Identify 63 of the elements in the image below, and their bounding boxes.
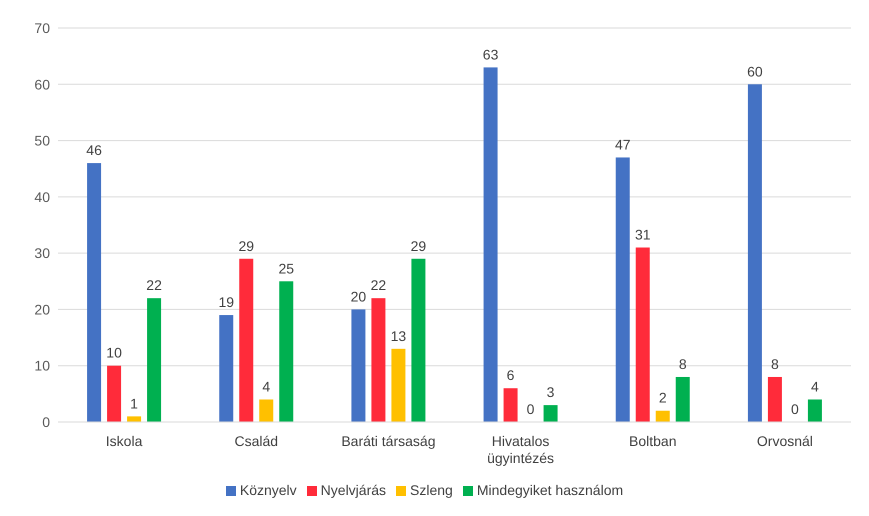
x-tick-label: Baráti társaság xyxy=(341,433,436,449)
data-label: 22 xyxy=(370,277,386,294)
data-label: 13 xyxy=(390,328,406,344)
bar xyxy=(219,315,234,422)
bar xyxy=(279,281,294,422)
bar xyxy=(484,67,498,422)
bar xyxy=(259,399,274,422)
data-label: 31 xyxy=(634,226,651,243)
bar xyxy=(87,163,102,422)
data-label: 46 xyxy=(86,142,102,158)
data-label: 47 xyxy=(614,136,631,152)
legend-label: Köznyelv xyxy=(240,482,297,498)
data-label: 19 xyxy=(218,294,234,310)
data-label: 6 xyxy=(506,367,515,384)
data-label: 3 xyxy=(546,384,555,400)
data-label: 1 xyxy=(130,395,138,412)
x-tick-label: Boltban xyxy=(629,433,676,449)
data-label: 20 xyxy=(350,288,366,304)
bar xyxy=(676,376,690,422)
data-label: 0 xyxy=(791,401,800,417)
x-tick-label: Iskola xyxy=(106,433,143,449)
data-label: 25 xyxy=(278,260,294,276)
y-tick-label: 30 xyxy=(34,245,50,262)
data-label: 10 xyxy=(106,344,122,361)
x-tick-label: Család xyxy=(234,433,278,449)
data-label: 8 xyxy=(678,356,687,372)
legend-label: Mindegyiket használom xyxy=(476,482,624,498)
y-tick-label: 60 xyxy=(34,76,50,92)
bar xyxy=(147,298,162,422)
bar xyxy=(808,399,822,422)
bar xyxy=(768,376,782,422)
y-tick-label: 10 xyxy=(34,358,50,374)
bar xyxy=(391,348,406,422)
data-label: 4 xyxy=(262,378,270,394)
bar xyxy=(544,405,558,422)
data-label: 22 xyxy=(146,277,162,294)
data-label: 0 xyxy=(526,401,535,417)
data-label: 2 xyxy=(658,390,667,406)
data-label: 4 xyxy=(811,378,820,394)
bar xyxy=(636,248,650,422)
data-label: 8 xyxy=(771,356,780,372)
bar xyxy=(616,157,630,422)
x-tick-label: Orvosnál xyxy=(756,433,813,449)
y-tick-label: 50 xyxy=(34,132,50,149)
bar xyxy=(371,298,386,422)
bar xyxy=(411,258,426,422)
y-tick-label: 20 xyxy=(34,301,50,318)
data-label: 29 xyxy=(410,238,426,254)
bar xyxy=(107,366,122,422)
bar xyxy=(656,410,670,422)
data-label: 60 xyxy=(747,63,763,80)
x-tick-label: Hivatalos ügyintézés xyxy=(487,433,554,466)
legend-label: Szleng xyxy=(410,482,453,498)
bar xyxy=(504,388,518,422)
legend-label: Nyelvjárás xyxy=(320,482,386,498)
y-tick-label: 40 xyxy=(34,188,50,205)
y-tick-label: 70 xyxy=(34,20,50,36)
y-tick-label: 0 xyxy=(42,414,50,430)
data-label: 63 xyxy=(482,46,499,62)
bar xyxy=(239,258,254,422)
bar xyxy=(351,309,366,422)
bar xyxy=(748,84,762,422)
data-label: 29 xyxy=(238,238,254,254)
